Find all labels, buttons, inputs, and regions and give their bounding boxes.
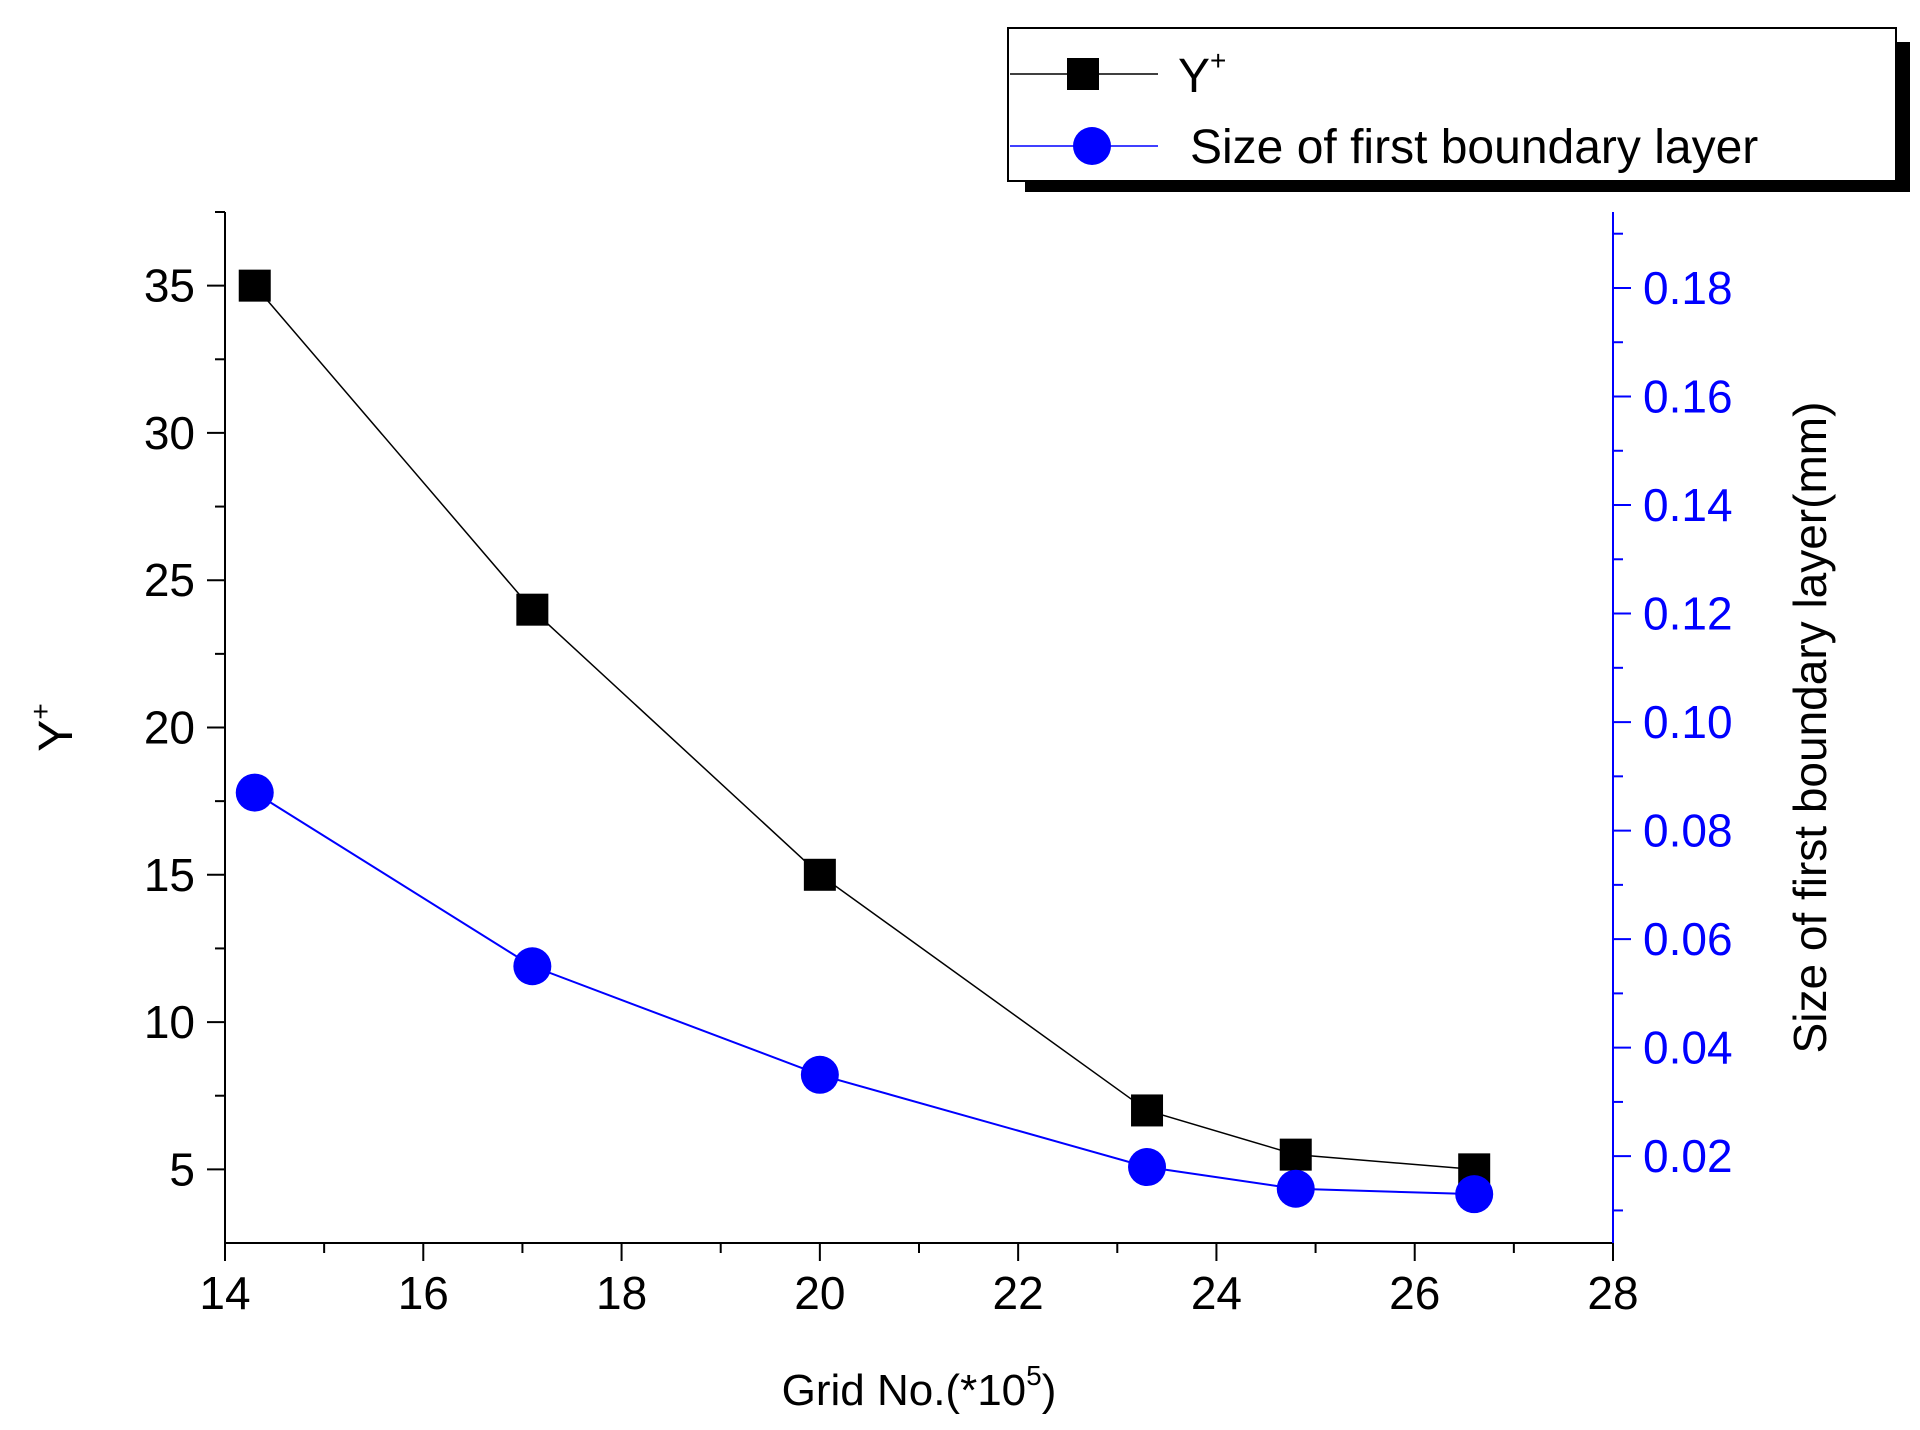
y-tick-label: 15 bbox=[144, 849, 195, 901]
x-tick-label: 26 bbox=[1389, 1267, 1440, 1319]
legend-size-label: Size of first boundary layer bbox=[1190, 121, 1758, 174]
y-axis-title: Y+ bbox=[25, 703, 83, 751]
y-plus-point bbox=[1131, 1094, 1164, 1127]
boundary-size-point bbox=[1276, 1169, 1315, 1208]
legend-box bbox=[1007, 27, 1897, 182]
y-plus-point bbox=[1279, 1138, 1312, 1171]
y2-axis-title: Size of first boundary layer(mm) bbox=[1784, 402, 1836, 1054]
y-axis-title-text: Y bbox=[30, 720, 83, 752]
x-tick-label: 16 bbox=[398, 1267, 449, 1319]
y2-tick-label: 0.08 bbox=[1643, 805, 1733, 857]
boundary-size-point bbox=[1128, 1148, 1167, 1187]
legend-y-label: Y+ bbox=[1178, 45, 1226, 103]
y-plus-point bbox=[803, 858, 836, 891]
axes: 14 16 18 20 22 24 26 28 5 10 15 20 25 30 35 0.02 0.04 0.0… bbox=[25, 211, 1836, 1415]
x-axis-title: Grid No.(*105) bbox=[782, 1360, 1057, 1415]
legend-y-marker bbox=[1067, 58, 1099, 90]
y-tick-label: 20 bbox=[144, 702, 195, 754]
y2-tick-label: 0.06 bbox=[1643, 913, 1733, 965]
x-tick-label: 28 bbox=[1587, 1267, 1638, 1319]
y2-tick-label: 0.18 bbox=[1643, 262, 1733, 314]
x-tick-label: 22 bbox=[993, 1267, 1044, 1319]
boundary-size-point bbox=[235, 773, 274, 812]
y-tick-label: 5 bbox=[169, 1143, 195, 1195]
x-tick-label: 14 bbox=[199, 1267, 250, 1319]
boundary-size-point bbox=[1455, 1175, 1494, 1214]
series-line-0 bbox=[254, 285, 1475, 1171]
y2-tick-label: 0.14 bbox=[1643, 479, 1733, 531]
x-axis-title-end: ) bbox=[1042, 1366, 1057, 1415]
legend: Y+ Size of first boundary layer bbox=[1007, 27, 1910, 192]
y-tick-label: 30 bbox=[144, 407, 195, 459]
x-tick-label: 24 bbox=[1191, 1267, 1242, 1319]
y2-tick-label: 0.16 bbox=[1643, 370, 1733, 422]
y-tick-label: 10 bbox=[144, 996, 195, 1048]
boundary-size-point bbox=[513, 947, 552, 986]
y-tick-label: 25 bbox=[144, 554, 195, 606]
y2-tick-label: 0.02 bbox=[1643, 1130, 1733, 1182]
y2-tick-label: 0.10 bbox=[1643, 696, 1733, 748]
x-tick-label: 20 bbox=[794, 1267, 845, 1319]
y-axis-title-sup: + bbox=[25, 703, 56, 719]
legend-size-marker bbox=[1073, 127, 1111, 165]
x-axis-title-sup: 5 bbox=[1026, 1360, 1042, 1391]
y2-tick-label: 0.12 bbox=[1643, 588, 1733, 640]
y-plus-point bbox=[238, 269, 271, 302]
y-tick-label: 35 bbox=[144, 260, 195, 312]
series-line-1 bbox=[254, 791, 1475, 1196]
x-axis-title-text: Grid No.(*10 bbox=[782, 1366, 1027, 1415]
boundary-size-point bbox=[800, 1055, 839, 1094]
legend-y-label-sup: + bbox=[1210, 45, 1226, 76]
x-tick-label: 18 bbox=[596, 1267, 647, 1319]
legend-y-label-text: Y bbox=[1178, 50, 1210, 103]
series-group bbox=[235, 269, 1494, 1214]
y2-tick-label: 0.04 bbox=[1643, 1022, 1733, 1074]
y-plus-point bbox=[516, 593, 549, 626]
